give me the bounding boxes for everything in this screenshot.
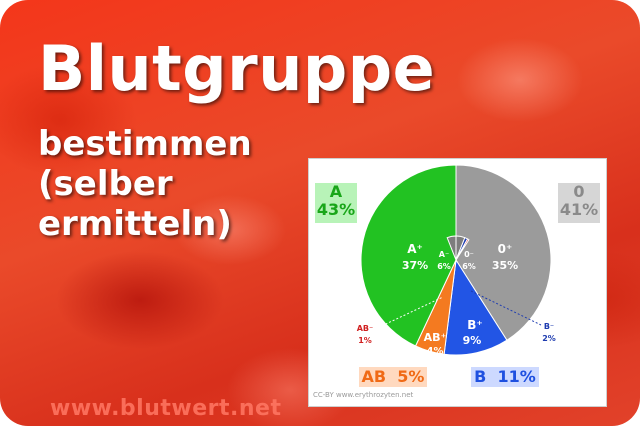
group-0-percent: 41% <box>559 200 599 219</box>
label-a-neg: A⁻ <box>439 250 449 259</box>
website-watermark: www.blutwert.net <box>50 396 282 421</box>
page-title: Blutgruppe <box>38 32 436 105</box>
group-b-percent: 11% <box>497 367 536 386</box>
label-ab-neg: AB⁻ <box>357 324 374 333</box>
blood-group-chart: A⁺ 37% A⁻ 6% 0⁻ 6% 0⁺ 35% B⁺ 9% AB⁺ 4% AB⁻ 1% B⁻ 2% A 4… <box>308 158 607 407</box>
group-box-a: A 43% <box>315 183 357 223</box>
pie-inner-a-neg <box>446 235 457 261</box>
label-a-pos: A⁺ <box>407 242 423 256</box>
subtitle-line-2: (selber <box>38 164 173 204</box>
label-0-neg: 0⁻ <box>464 250 474 259</box>
label-b-neg: B⁻ <box>544 322 554 331</box>
pie-slice-0 <box>455 164 552 341</box>
group-ab-percent: 5% <box>397 367 425 386</box>
pie-inner-ab-neg <box>455 238 470 261</box>
label-0-pos-percent: 35% <box>492 259 518 272</box>
label-ab-neg-percent: 1% <box>358 336 372 345</box>
label-ab-pos-percent: 4% <box>427 346 444 357</box>
label-0-pos: 0⁺ <box>498 242 513 256</box>
group-box-b: B 11% <box>471 367 539 387</box>
label-a-pos-percent: 37% <box>402 259 428 272</box>
group-box-0: 0 41% <box>558 183 600 223</box>
copyright-note: CC-BY www.erythrozyten.net <box>313 391 414 399</box>
group-ab-name: AB <box>361 367 387 386</box>
leader-b-neg <box>470 290 542 326</box>
label-0-neg-percent: 6% <box>462 262 476 271</box>
leader-ab-neg <box>370 296 444 332</box>
label-ab-pos: AB⁺ <box>424 331 447 344</box>
label-a-neg-percent: 6% <box>437 262 451 271</box>
group-b-name: B <box>474 367 487 386</box>
group-0-name: 0 <box>573 182 585 201</box>
label-b-pos-percent: 9% <box>463 334 482 347</box>
subtitle-line-3: ermitteln) <box>38 204 232 244</box>
pie-chart-svg: A⁺ 37% A⁻ 6% 0⁻ 6% 0⁺ 35% B⁺ 9% AB⁺ 4% AB⁻ 1% B⁻ 2% <box>357 164 556 357</box>
subtitle: bestimmen (selber ermitteln) <box>38 124 252 244</box>
label-b-neg-percent: 2% <box>542 334 556 343</box>
group-box-ab: AB 5% <box>359 367 427 387</box>
pie-slice-a <box>360 164 457 347</box>
group-a-percent: 43% <box>316 200 356 219</box>
pie-slice-b <box>443 258 508 356</box>
group-a-name: A <box>329 182 343 201</box>
subtitle-line-1: bestimmen <box>38 124 252 164</box>
label-b-pos: B⁺ <box>467 318 482 332</box>
